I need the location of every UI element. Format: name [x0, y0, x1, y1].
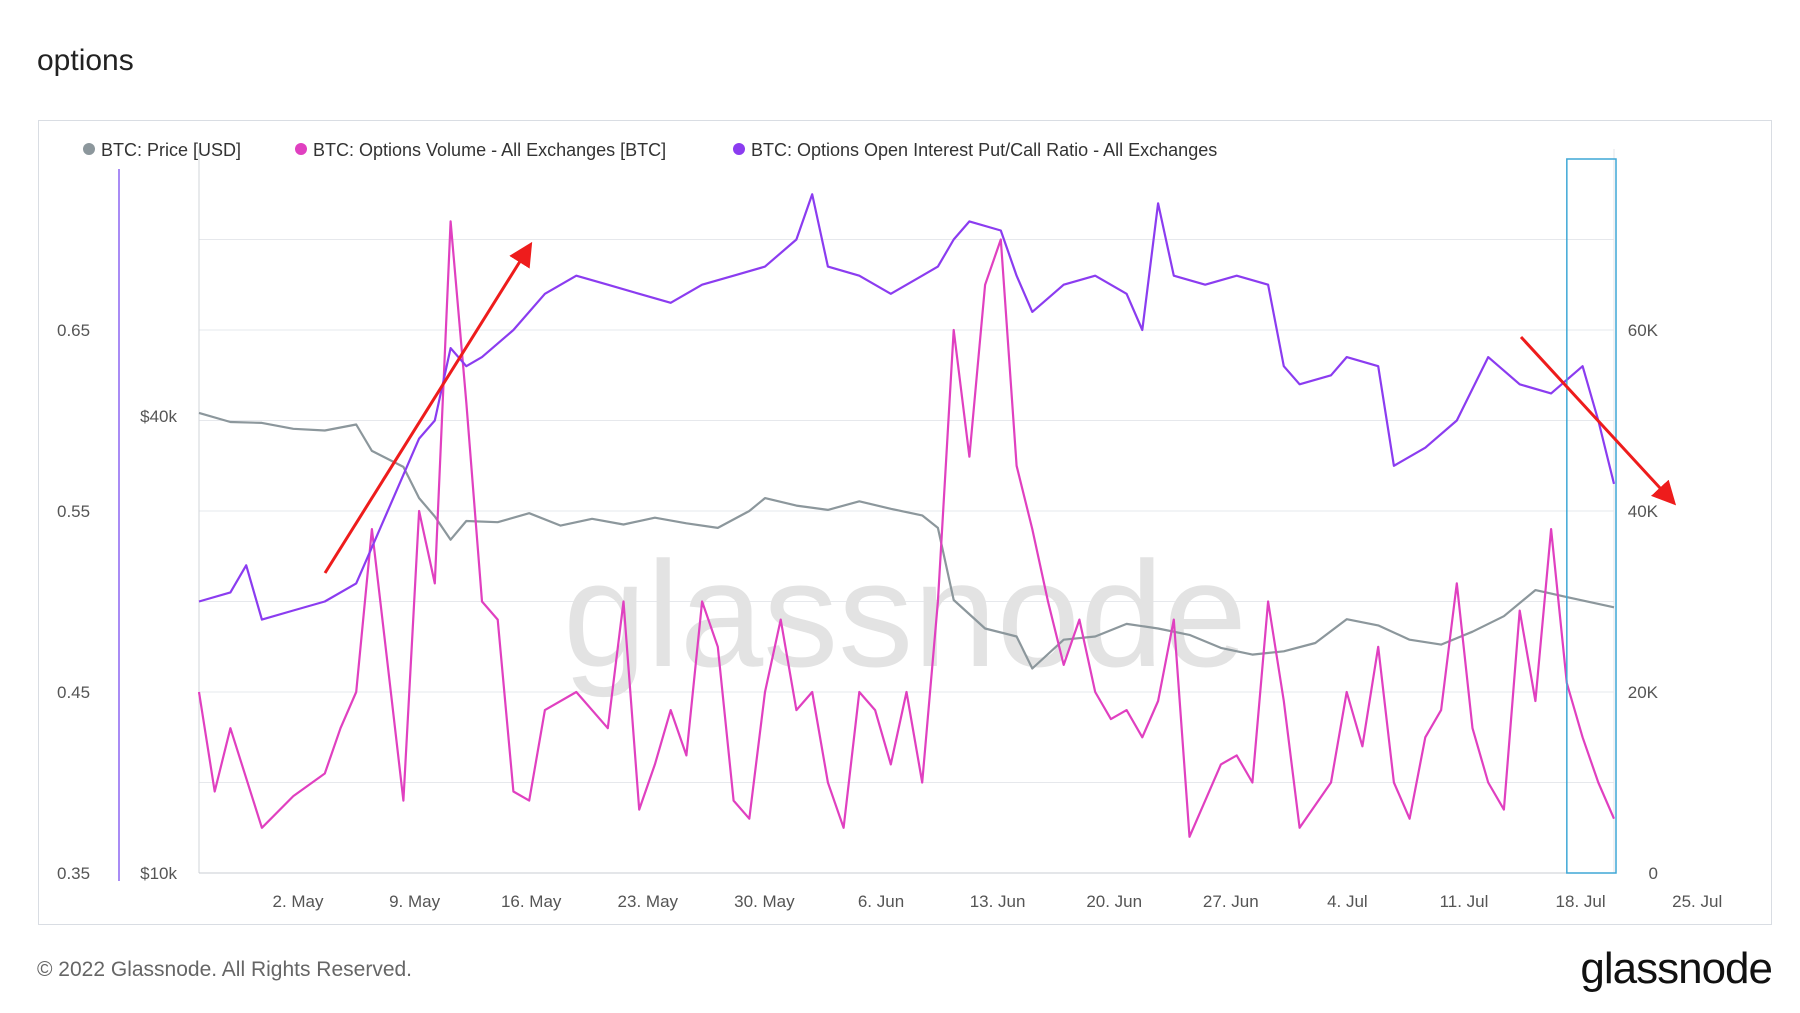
legend-label-price: BTC: Price [USD] — [101, 140, 241, 160]
x-axis-tick-label: 25. Jul — [1672, 892, 1722, 911]
x-axis-tick-label: 9. May — [389, 892, 441, 911]
price-axis-tick-label: $10k — [140, 864, 177, 883]
series-layer — [197, 193, 1616, 838]
price-axis-tick-label: $40k — [140, 407, 177, 426]
x-axis-tick-label: 30. May — [734, 892, 795, 911]
watermark: glassnode — [563, 530, 1247, 698]
right-axis-tick-label: 60K — [1628, 321, 1659, 340]
legend-item-volume[interactable]: BTC: Options Volume - All Exchanges [BTC… — [295, 140, 666, 160]
series-line-ratio — [198, 193, 1616, 621]
x-axis-tick-label: 20. Jun — [1086, 892, 1142, 911]
legend-marker-price — [83, 143, 95, 155]
axes: 0.35 0.45 0.55 0.65 $10k $40k 0 20K 40K 60K 2. May… — [57, 169, 1722, 911]
series-line-volume — [197, 220, 1616, 838]
x-axis-tick-label: 2. May — [272, 892, 324, 911]
x-axis-tick-label: 6. Jun — [858, 892, 904, 911]
legend-label-ratio: BTC: Options Open Interest Put/Call Rati… — [751, 140, 1217, 160]
right-axis-tick-label: 40K — [1628, 502, 1659, 521]
highlight-box — [1566, 158, 1617, 874]
left-axis-tick-label: 0.55 — [57, 502, 90, 521]
x-axis-tick-label: 13. Jun — [970, 892, 1026, 911]
x-axis-tick-label: 27. Jun — [1203, 892, 1259, 911]
chart-svg: BTC: Price [USD] BTC: Options Volume - A… — [57, 140, 1722, 911]
left-axis-tick-label: 0.45 — [57, 683, 90, 702]
left-axis-tick-label: 0.65 — [57, 321, 90, 340]
legend: BTC: Price [USD] BTC: Options Volume - A… — [83, 140, 1217, 160]
legend-marker-volume — [295, 143, 307, 155]
x-axis-tick-label: 4. Jul — [1327, 892, 1368, 911]
x-axis-tick-label: 23. May — [618, 892, 679, 911]
legend-marker-ratio — [733, 143, 745, 155]
legend-item-price[interactable]: BTC: Price [USD] — [83, 140, 241, 160]
uptrend-arrow — [323, 241, 533, 574]
legend-label-volume: BTC: Options Volume - All Exchanges [BTC… — [313, 140, 666, 160]
annotation-layer — [323, 158, 1677, 874]
left-axis-tick-label: 0.35 — [57, 864, 90, 883]
x-axis-tick-label: 11. Jul — [1440, 892, 1489, 911]
right-axis-tick-label: 20K — [1628, 683, 1659, 702]
chart-card: BTC: Price [USD] BTC: Options Volume - A… — [38, 120, 1772, 925]
right-axis-tick-label: 0 — [1649, 864, 1658, 883]
page-title: options — [37, 44, 134, 77]
x-axis-tick-label: 18. Jul — [1556, 892, 1606, 911]
glassnode-logo: glassnode — [1580, 944, 1773, 993]
series-line-price — [198, 411, 1615, 670]
downtrend-arrow — [1519, 335, 1677, 506]
x-axis-tick-label: 16. May — [501, 892, 562, 911]
legend-item-ratio[interactable]: BTC: Options Open Interest Put/Call Rati… — [733, 140, 1217, 160]
copyright-text: © 2022 Glassnode. All Rights Reserved. — [37, 958, 413, 981]
